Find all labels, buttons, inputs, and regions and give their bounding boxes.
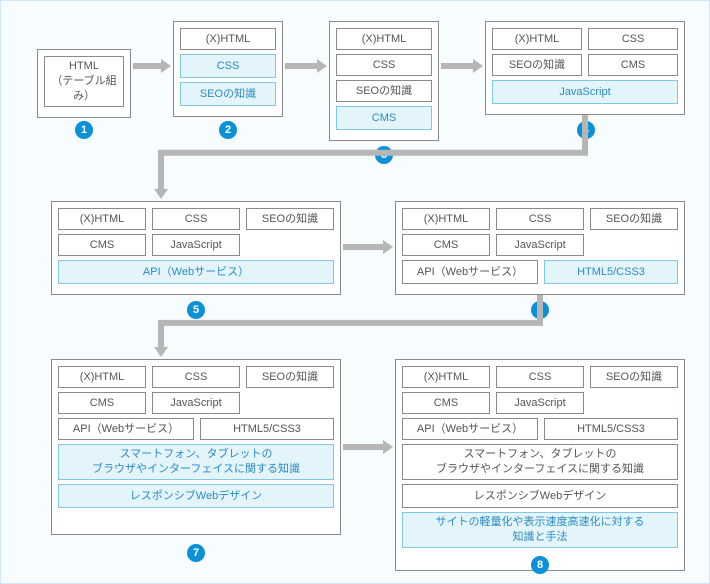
- skill-cell: SEOの知識: [590, 208, 678, 230]
- skill-cell: (X)HTML: [402, 366, 490, 388]
- skill-cell: CSS: [180, 54, 276, 78]
- skill-cell: (X)HTML: [180, 28, 276, 50]
- stage-8-row: (X)HTML CSS SEOの知識: [402, 366, 678, 388]
- skill-cell: CSS: [588, 28, 678, 50]
- stage-number-badge: 1: [75, 121, 93, 139]
- skill-cell: CMS: [58, 392, 146, 414]
- skill-cell: API（Webサービス）: [402, 418, 538, 440]
- stage-2-row: (X)HTML: [180, 28, 276, 50]
- skill-cell: JavaScript: [496, 234, 584, 256]
- stage-5-row: CMS JavaScript: [58, 234, 334, 256]
- stage-6-row: (X)HTML CSS SEOの知識: [402, 208, 678, 230]
- skill-cell: JavaScript: [492, 80, 678, 104]
- stage-8-row: レスポンシブWebデザイン: [402, 484, 678, 508]
- skill-cell: HTML （テーブル組み）: [44, 56, 124, 107]
- skill-cell: API（Webサービス）: [58, 418, 194, 440]
- stage-7-row: API（Webサービス） HTML5/CSS3: [58, 418, 334, 440]
- stage-number-badge: 7: [187, 544, 205, 562]
- skill-cell: スマートフォン、タブレットの ブラウザやインターフェイスに関する知識: [58, 444, 334, 480]
- skill-cell: CMS: [402, 392, 490, 414]
- flow-arrow: [133, 56, 171, 76]
- skill-cell: JavaScript: [496, 392, 584, 414]
- flow-arrow: [151, 295, 550, 367]
- skill-cell: HTML5/CSS3: [544, 260, 678, 284]
- stage-8-box: (X)HTML CSS SEOの知識 CMS JavaScript API（Webサービス…: [395, 359, 685, 571]
- skill-cell: CMS: [402, 234, 490, 256]
- stage-3-row: CSS: [336, 54, 432, 76]
- skill-cell: (X)HTML: [492, 28, 582, 50]
- stage-1-row: HTML （テーブル組み）: [44, 56, 124, 107]
- skill-cell: API（Webサービス）: [402, 260, 538, 284]
- stage-3-row: SEOの知識: [336, 80, 432, 102]
- flow-arrow: [343, 437, 393, 457]
- stage-7-row: レスポンシブWebデザイン: [58, 484, 334, 508]
- stage-7-row: (X)HTML CSS SEOの知識: [58, 366, 334, 388]
- flow-arrow: [285, 56, 327, 76]
- skill-cell: CSS: [496, 208, 584, 230]
- skill-cell: (X)HTML: [58, 366, 146, 388]
- flow-arrow: [441, 56, 483, 76]
- skill-cell: CSS: [496, 366, 584, 388]
- flow-arrow: [343, 237, 393, 257]
- stage-8-row: API（Webサービス） HTML5/CSS3: [402, 418, 678, 440]
- skill-cell: CSS: [152, 208, 240, 230]
- skill-cell: (X)HTML: [58, 208, 146, 230]
- skill-cell: CMS: [58, 234, 146, 256]
- stage-6-row: CMS JavaScript: [402, 234, 678, 256]
- stage-4-row: SEOの知識 CMS: [492, 54, 678, 76]
- skill-cell: JavaScript: [152, 234, 240, 256]
- skill-cell: API（Webサービス）: [58, 260, 334, 284]
- stage-number-badge: 8: [531, 556, 549, 574]
- stage-5-row: (X)HTML CSS SEOの知識: [58, 208, 334, 230]
- skill-cell: (X)HTML: [336, 28, 432, 50]
- stage-2-row: SEOの知識: [180, 82, 276, 106]
- skill-cell: CSS: [152, 366, 240, 388]
- skill-cell: JavaScript: [152, 392, 240, 414]
- stage-6-box: (X)HTML CSS SEOの知識 CMS JavaScript API（Webサービス…: [395, 201, 685, 295]
- stage-1-box: HTML （テーブル組み）: [37, 49, 131, 118]
- stage-5-box: (X)HTML CSS SEOの知識 CMS JavaScript API（Webサービス…: [51, 201, 341, 295]
- stage-8-row: スマートフォン、タブレットの ブラウザやインターフェイスに関する知識: [402, 444, 678, 480]
- stage-7-row: CMS JavaScript: [58, 392, 334, 414]
- skill-cell: SEOの知識: [590, 366, 678, 388]
- stage-4-row: (X)HTML CSS: [492, 28, 678, 50]
- stage-4-row: JavaScript: [492, 80, 678, 104]
- stage-3-row: (X)HTML: [336, 28, 432, 50]
- skill-cell: SEOの知識: [246, 208, 334, 230]
- skill-cell: HTML5/CSS3: [544, 418, 678, 440]
- skill-cell: スマートフォン、タブレットの ブラウザやインターフェイスに関する知識: [402, 444, 678, 480]
- skill-cell: SEOの知識: [246, 366, 334, 388]
- stage-6-row: API（Webサービス）HTML5/CSS3: [402, 260, 678, 284]
- stage-8-row: サイトの軽量化や表示速度高速化に対する 知識と手法: [402, 512, 678, 548]
- skill-cell: SEOの知識: [492, 54, 582, 76]
- stage-2-row: CSS: [180, 54, 276, 78]
- stage-7-row: スマートフォン、タブレットの ブラウザやインターフェイスに関する知識: [58, 444, 334, 480]
- stage-8-row: CMS JavaScript: [402, 392, 678, 414]
- skill-cell: CSS: [336, 54, 432, 76]
- skill-cell: (X)HTML: [402, 208, 490, 230]
- stage-7-box: (X)HTML CSS SEOの知識 CMS JavaScript API（Webサービス…: [51, 359, 341, 535]
- skill-cell: サイトの軽量化や表示速度高速化に対する 知識と手法: [402, 512, 678, 548]
- flow-arrow: [151, 115, 595, 209]
- skill-cell: レスポンシブWebデザイン: [402, 484, 678, 508]
- skill-cell: SEOの知識: [336, 80, 432, 102]
- skill-cell: CMS: [588, 54, 678, 76]
- stage-5-row: API（Webサービス）: [58, 260, 334, 284]
- stage-4-box: (X)HTML CSS SEOの知識 CMS JavaScript: [485, 21, 685, 115]
- stage-2-box: (X)HTML CSS SEOの知識: [173, 21, 283, 117]
- skill-cell: SEOの知識: [180, 82, 276, 106]
- skill-cell: HTML5/CSS3: [200, 418, 334, 440]
- skill-cell: レスポンシブWebデザイン: [58, 484, 334, 508]
